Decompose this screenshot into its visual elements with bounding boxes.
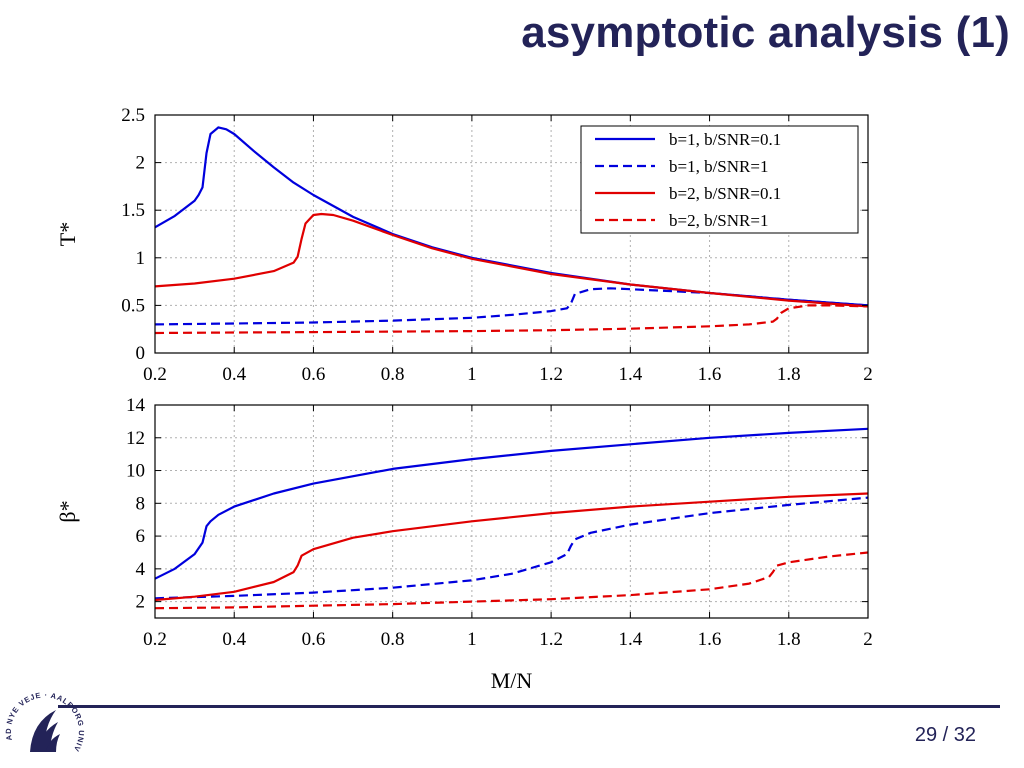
x-tick-label: 2	[863, 629, 873, 650]
x-tick-label: 1.4	[618, 629, 642, 650]
y-tick-label: 4	[136, 559, 146, 580]
y-tick-label: 0	[136, 343, 146, 364]
x-tick-label: 0.6	[302, 364, 326, 385]
x-tick-label: 0.6	[302, 629, 326, 650]
y-tick-label: 2.5	[121, 105, 145, 126]
x-tick-label: 1.8	[777, 629, 801, 650]
series-line-2	[154, 496, 869, 600]
plot-frame	[154, 404, 869, 619]
legend-box	[580, 125, 859, 234]
legend-label-2: b=1, b/SNR=1	[669, 157, 768, 176]
x-tick-label: 0.2	[143, 629, 167, 650]
y-tick-label: 1.5	[121, 200, 145, 221]
y-tick-label: 2	[136, 592, 146, 613]
legend-label-1: b=1, b/SNR=0.1	[669, 130, 781, 149]
x-tick-label: 1	[467, 364, 477, 385]
x-tick-label: 0.4	[222, 364, 246, 385]
series-line-4	[154, 551, 869, 610]
y-tick-label: 2	[136, 153, 146, 174]
series-line-4	[154, 304, 869, 335]
series-line-2	[154, 287, 869, 326]
x-tick-label: 1.8	[777, 364, 801, 385]
x-tick-label: 0.2	[143, 364, 167, 385]
aalborg-university-logo: AD NYE VEJE · AALBORG UNIVERSITET	[0, 680, 85, 754]
legend-label-4: b=2, b/SNR=1	[669, 211, 768, 230]
x-tick-label: 0.8	[381, 364, 405, 385]
y-axis-label: β*	[55, 500, 80, 522]
y-tick-label: 0.5	[121, 295, 145, 316]
x-tick-label: 1.2	[539, 629, 563, 650]
slide-title: asymptotic analysis (1)	[521, 8, 1010, 57]
plot-frame	[154, 114, 869, 354]
x-tick-label: 2	[863, 364, 873, 385]
legend: b=1, b/SNR=0.1 b=1, b/SNR=1 b=2, b/SNR=0.1…	[580, 125, 859, 234]
x-tick-label: 1.6	[698, 629, 722, 650]
y-tick-label: 10	[126, 461, 145, 482]
y-tick-label: 12	[126, 428, 145, 449]
page-number: 29 / 32	[914, 724, 976, 746]
x-tick-label: 1	[467, 629, 477, 650]
x-tick-label: 1.6	[698, 364, 722, 385]
footer-divider	[58, 705, 1000, 708]
y-axis-label: T*	[55, 222, 80, 246]
x-axis-label: M/N	[491, 668, 533, 693]
x-tick-label: 0.8	[381, 629, 405, 650]
series-line-1	[154, 427, 869, 580]
chart-t-star: 0.2 0.4 0.6 0.8 1 1.2 1.4 1.6 1.8 2 0 0.5 1 1.5 2 2.5 T*…	[55, 105, 873, 385]
x-tick-label: 1.2	[539, 364, 563, 385]
y-tick-label: 1	[136, 248, 146, 269]
series-line-3	[154, 212, 869, 308]
y-tick-label: 14	[126, 395, 146, 416]
y-tick-label: 8	[136, 493, 146, 514]
x-tick-label: 0.4	[222, 629, 246, 650]
y-tick-label: 6	[136, 526, 146, 547]
series-line-3	[154, 492, 869, 602]
charts-area: 0.2 0.4 0.6 0.8 1 1.2 1.4 1.6 1.8 2 0 0.5 1 1.5 2 2.5 T*…	[55, 105, 873, 693]
chart-beta-star: 0.2 0.4 0.6 0.8 1 1.2 1.4 1.6 1.8 2 2 4 6 8 10 12 14 β* M/…	[55, 395, 873, 693]
legend-label-3: b=2, b/SNR=0.1	[669, 184, 781, 203]
x-tick-label: 1.4	[618, 364, 642, 385]
